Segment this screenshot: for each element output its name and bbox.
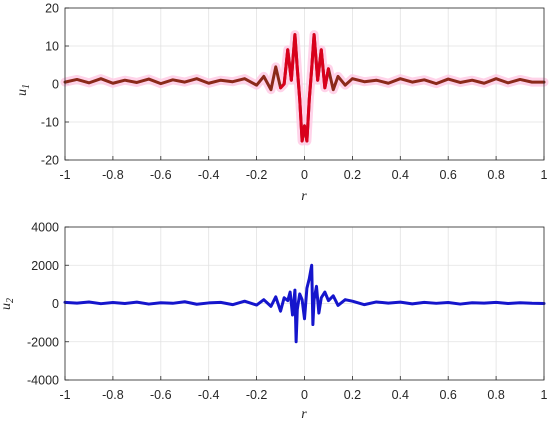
plot-u2-xlabel: r	[301, 407, 307, 422]
plot-u2-ytick-label-4: 4000	[31, 221, 59, 235]
plot-u1-xtick-label-8: 0.6	[440, 168, 457, 182]
plot-u1-xtick-label-0: -1	[59, 168, 70, 182]
plot-u1-ytick-label-0: -20	[41, 154, 59, 168]
plot-u1: -1 -0.8 -0.6 -0.4 -0.2 0 0.2 0.4 0.6 0.8 1 -20 -10 0 1…	[15, 2, 549, 204]
plot-u1-xtick-label-9: 0.8	[487, 168, 504, 182]
plot-u1-ytick-label-1: -10	[41, 116, 59, 130]
plot-u2-xtick-label-2: -0.6	[150, 388, 172, 402]
plot-u1-xtick-label-4: -0.2	[246, 168, 268, 182]
plot-u2-xtick-label-4: -0.2	[246, 388, 268, 402]
plot-u1-xtick-label-7: 0.4	[392, 168, 409, 182]
plot-u1-line-series	[60, 30, 549, 146]
plot-u1-ylabel-main: u	[15, 89, 30, 96]
plot-u2-ylabel: u2	[0, 298, 16, 310]
plot-u2-line-series	[63, 263, 546, 344]
plot-u2-xtick-label-5: 0	[301, 388, 308, 402]
plot-u1-ylabel: u1	[15, 84, 32, 96]
plot-u1-xtick-label-1: -0.8	[102, 168, 124, 182]
plot-u2-ytick-label-3: 2000	[31, 259, 59, 273]
plot-u2-xtick-label-6: 0.2	[344, 388, 361, 402]
plot-u2-ylabel-sub: 2	[5, 298, 16, 303]
plot-u2-series-0-line	[63, 263, 546, 344]
plot-u2-xtick-label-0: -1	[59, 388, 70, 402]
plot-u2-ytick-label-0: -4000	[27, 374, 59, 388]
plot-u2-axes-box	[64, 226, 545, 381]
plot-u2-ylabel-main: u	[0, 303, 14, 310]
plot-u1-series-0-center-highlight	[279, 33, 330, 143]
plot-u2-xtick-label-10: 1	[541, 388, 548, 402]
plot-u2-xtick-label-7: 0.4	[392, 388, 409, 402]
plot-u1-xtick-label-10: 1	[541, 168, 548, 182]
plot-u2-xtick-label-9: 0.8	[487, 388, 504, 402]
plot-u1-xtick-label-3: -0.4	[198, 168, 220, 182]
plot-u2: -1 -0.8 -0.6 -0.4 -0.2 0 0.2 0.4 0.6 0.8 1 -4000 -20…	[0, 221, 548, 423]
plot-u1-xtick-label-2: -0.6	[150, 168, 172, 182]
plot-u1-xlabel: r	[301, 189, 307, 204]
plot-u1-axes-box	[64, 7, 545, 161]
plot-u2-xtick-label-3: -0.4	[198, 388, 220, 402]
plot-u1-ytick-label-2: 0	[52, 78, 59, 92]
plot-u2-xtick-label-1: -0.8	[102, 388, 124, 402]
plot-u2-ytick-label-2: 0	[52, 297, 59, 311]
plot-u2-ytick-label-1: -2000	[27, 335, 59, 349]
plot-u1-ytick-label-4: 20	[45, 2, 59, 16]
plot-u1-xtick-label-5: 0	[301, 168, 308, 182]
plot-u1-ylabel-sub: 1	[21, 84, 32, 89]
plot-u2-xtick-label-8: 0.6	[440, 388, 457, 402]
plot-u1-xtick-label-6: 0.2	[344, 168, 361, 182]
plot-u1-ytick-label-3: 10	[45, 40, 59, 54]
